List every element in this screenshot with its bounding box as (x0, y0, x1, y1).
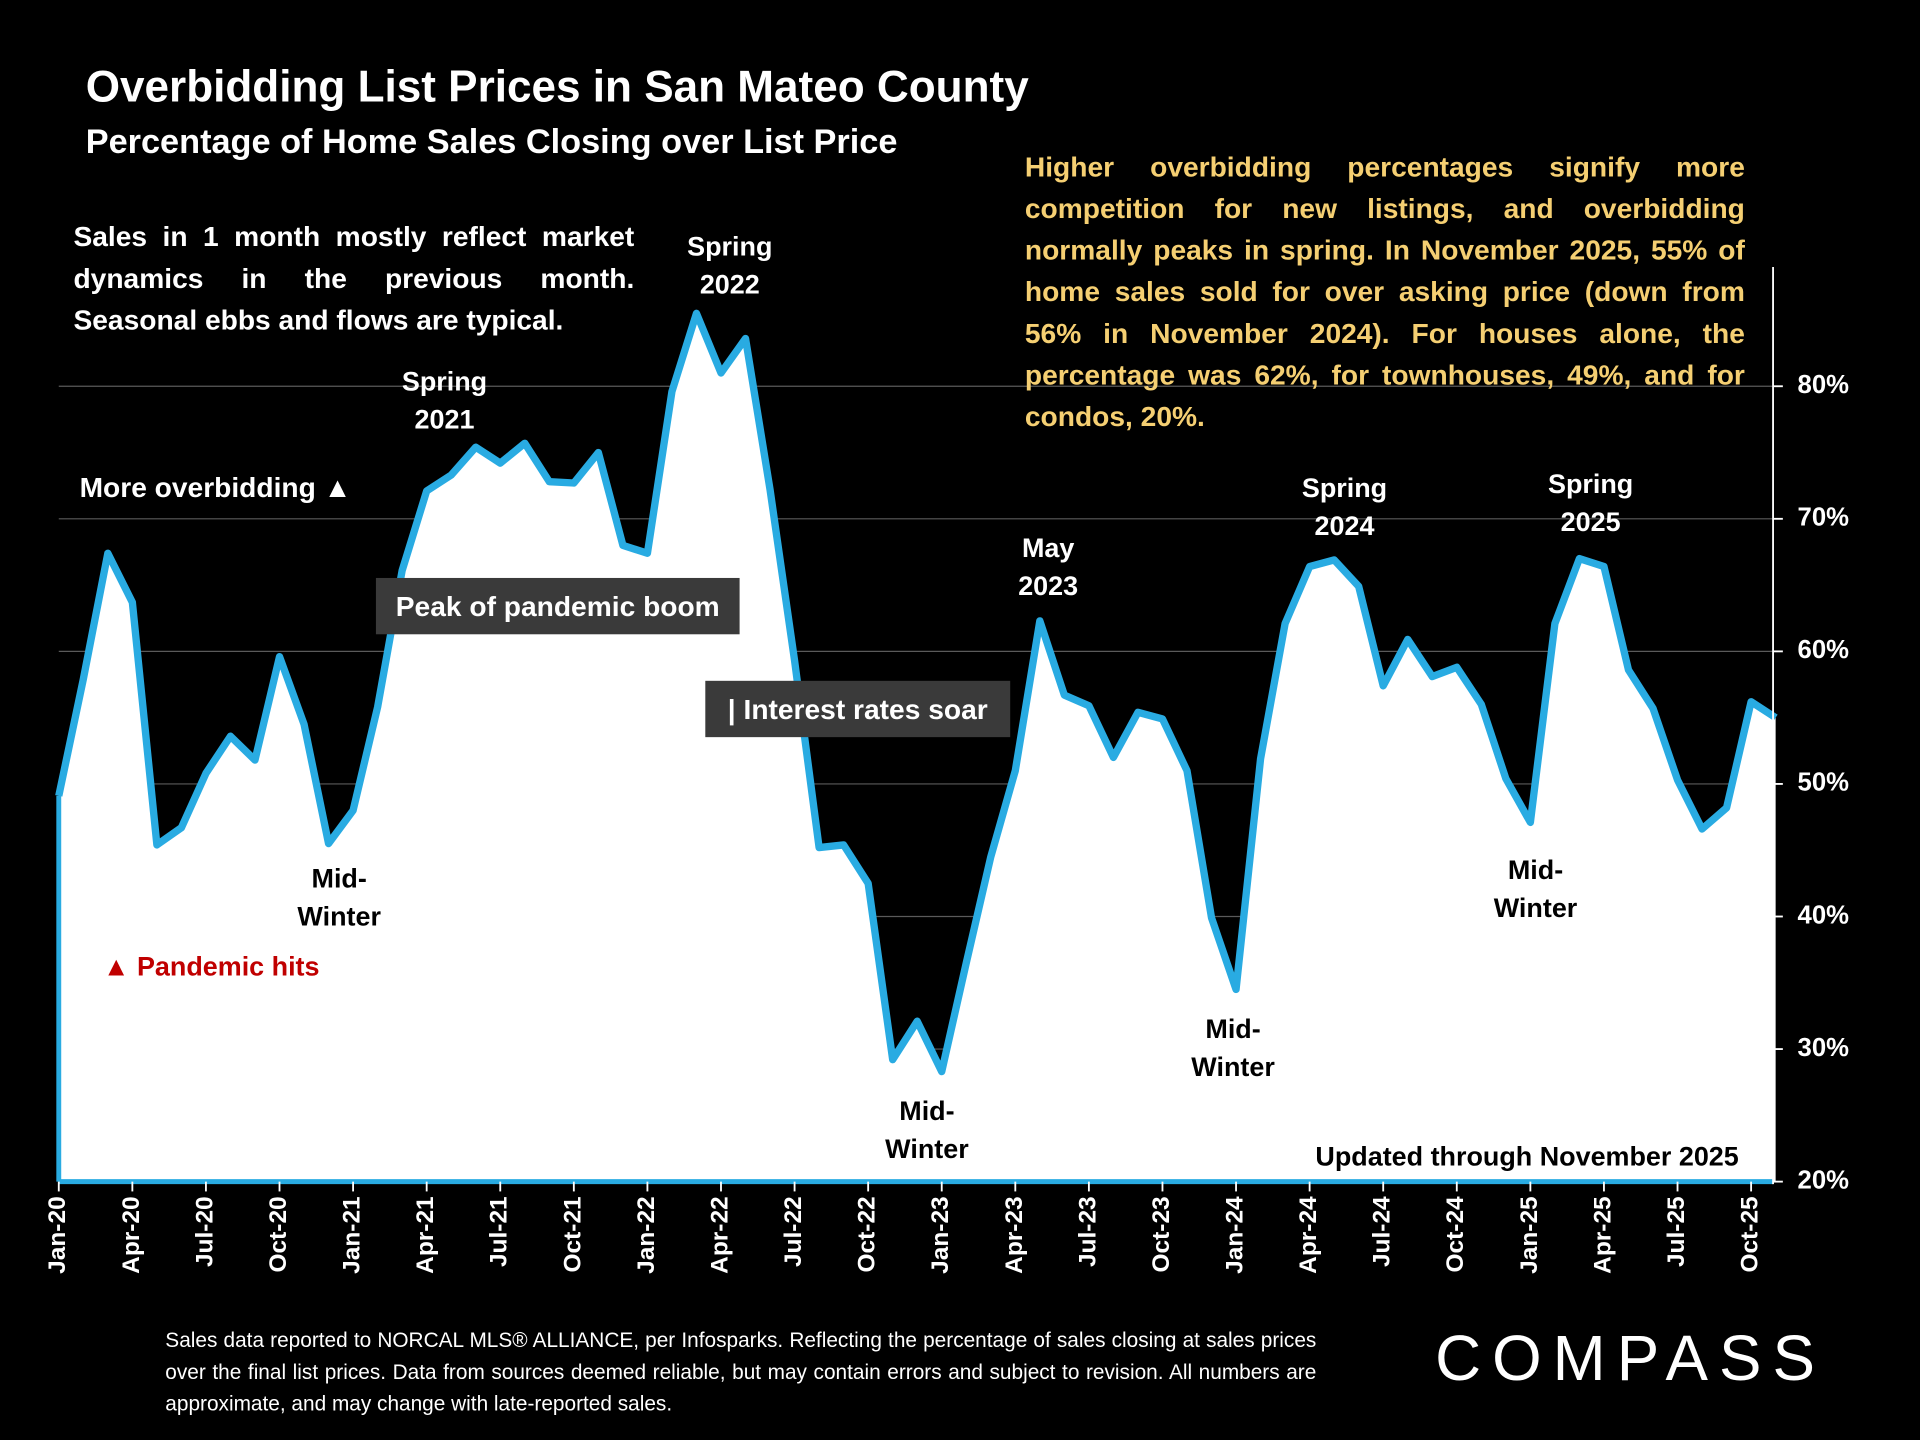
x-tick-label: Jan-23 (927, 1196, 954, 1274)
annotation: Winter (1191, 1052, 1275, 1082)
title: Overbidding List Prices in San Mateo Cou… (85, 61, 1029, 112)
annotation: Spring (687, 232, 772, 262)
x-tick-label: Apr-21 (412, 1196, 439, 1274)
footer: Sales data reported to NORCAL MLS® ALLIA… (165, 1328, 1317, 1416)
y-tick-label: 70% (1798, 504, 1850, 532)
y-tick-label: 40% (1798, 901, 1850, 929)
x-tick-label: Apr-22 (706, 1196, 733, 1274)
logo: COMPASS (1435, 1323, 1826, 1395)
x-tick-label: Oct-20 (265, 1196, 292, 1272)
insight: Higher overbidding percentages signify m… (1024, 150, 1745, 433)
x-tick-label: Jan-25 (1516, 1196, 1543, 1274)
annotation: 2022 (700, 270, 760, 300)
x-tick-label: Jul-24 (1369, 1196, 1396, 1267)
x-tick-label: Apr-24 (1295, 1196, 1322, 1274)
y-tick-label: 50% (1798, 769, 1850, 797)
x-tick-label: Jul-23 (1074, 1196, 1101, 1267)
annotation: 2025 (1561, 507, 1621, 537)
x-tick-label: Jul-22 (780, 1196, 807, 1267)
x-tick-label: Oct-23 (1148, 1196, 1175, 1272)
annotation: Mid- (1205, 1014, 1260, 1044)
annotation: Winter (297, 901, 381, 931)
x-tick-label: Oct-24 (1442, 1196, 1469, 1273)
x-tick-label: Oct-21 (559, 1196, 586, 1272)
annotation: 2023 (1018, 571, 1078, 601)
x-tick-label: Jan-20 (44, 1196, 71, 1274)
annotation: 2021 (415, 404, 475, 434)
x-tick-label: Oct-22 (854, 1196, 881, 1272)
y-tick-label: 60% (1798, 636, 1850, 664)
pandemic-label: ▲ Pandemic hits (103, 952, 320, 982)
note: Sales in 1 month mostly reflect market d… (73, 220, 635, 336)
x-tick-label: Apr-25 (1589, 1196, 1616, 1274)
annotation: May (1022, 533, 1074, 563)
y-tick-label: 20% (1798, 1166, 1850, 1194)
annotation: Spring (402, 366, 487, 396)
x-tick-label: Apr-20 (118, 1196, 145, 1274)
area (58, 313, 1776, 1182)
peak-box: Peak of pandemic boom (375, 577, 740, 635)
x-tick-label: Jan-24 (1222, 1196, 1249, 1274)
rates-box: | Interest rates soar (705, 680, 1011, 738)
annotation: Spring (1302, 473, 1387, 503)
updated-label: Updated through November 2025 (1315, 1141, 1738, 1171)
y-tick-label: 30% (1798, 1034, 1850, 1062)
annotation: Mid- (312, 864, 367, 894)
x-tick-label: Jan-22 (633, 1196, 660, 1274)
annotation: Winter (885, 1134, 969, 1164)
y-tick-label: 80% (1798, 371, 1850, 399)
x-tick-label: Jan-21 (339, 1196, 366, 1274)
line (55, 309, 1778, 1076)
more-label: More overbidding ▲ (80, 472, 352, 503)
annotation: 2024 (1315, 511, 1375, 541)
x-tick-label: Jul-25 (1663, 1196, 1690, 1267)
x-tick-label: Jul-20 (191, 1196, 218, 1267)
annotation: Winter (1494, 893, 1578, 923)
x-tick-label: Oct-25 (1737, 1196, 1764, 1272)
x-tick-label: Apr-23 (1001, 1196, 1028, 1274)
x-tick-label: Jul-21 (486, 1196, 513, 1267)
annotation: Spring (1548, 469, 1633, 499)
annotation: Mid- (1508, 855, 1563, 885)
annotation: Mid- (899, 1096, 954, 1126)
subtitle: Percentage of Home Sales Closing over Li… (85, 122, 898, 161)
